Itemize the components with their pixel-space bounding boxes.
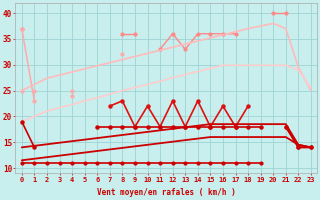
X-axis label: Vent moyen/en rafales ( km/h ): Vent moyen/en rafales ( km/h ) xyxy=(97,188,236,197)
